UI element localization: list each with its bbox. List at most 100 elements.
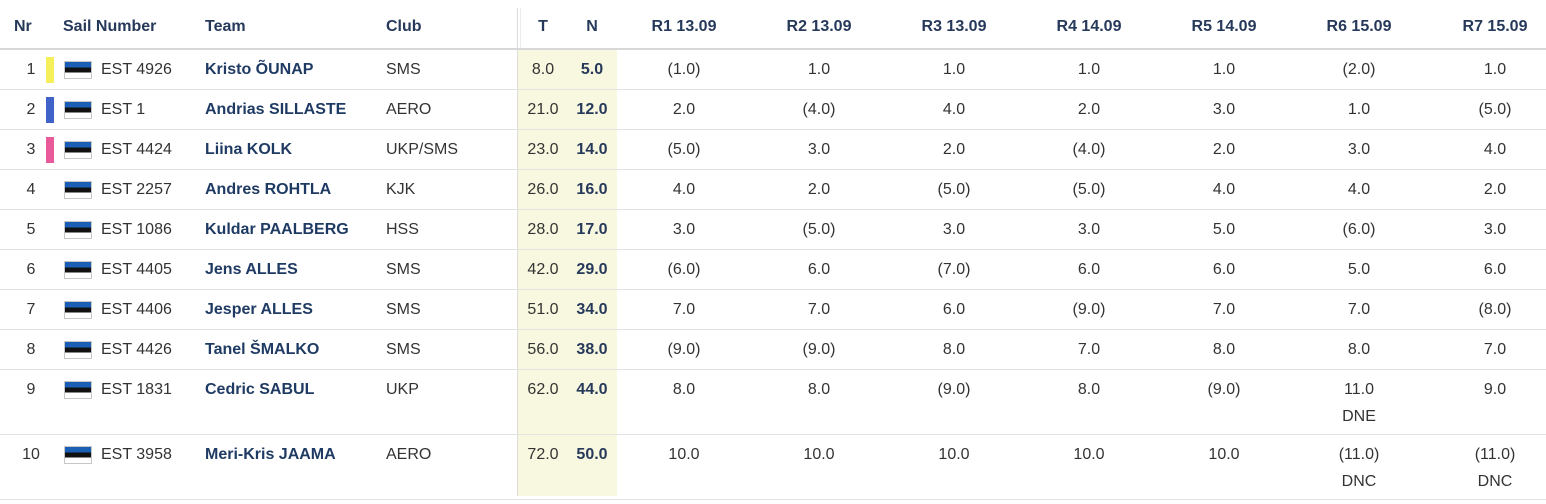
estonia-flag-icon [64,446,92,464]
race-score-cell: (5.0) [899,181,1009,199]
race-score: 4.0 [1348,181,1370,198]
team-link[interactable]: Andres ROHTLA [205,181,331,199]
header-race-3[interactable]: R3 13.09 [899,18,1009,36]
race-score-cell: 7.0 [1304,301,1414,319]
race-score: 8.0 [1213,341,1235,358]
sail-number-cell: EST 4424 [101,141,172,159]
race-score-cell: 8.0 [629,381,739,399]
header-race-4[interactable]: R4 14.09 [1034,18,1144,36]
race-score-cell: 10.0 [1034,446,1144,464]
table-row[interactable]: 5 EST 1086 Kuldar PAALBERG HSS 28.0 17.0 3.0 (5… [0,210,1546,250]
race-score: 4.0 [1213,181,1235,198]
header-sail-number[interactable]: Sail Number [63,18,156,36]
race-score-cell: (5.0) [764,221,874,239]
race-score: 8.0 [808,381,830,398]
race-score-cell: (4.0) [764,101,874,119]
header-club[interactable]: Club [386,18,422,36]
race-score: 2.0 [1213,141,1235,158]
race-score: (9.0) [668,341,701,358]
race-score-cell: 1.0 [899,61,1009,79]
net-points-cell: 38.0 [568,341,616,359]
header-net[interactable]: N [568,18,616,36]
race-score: 1.0 [1078,61,1100,78]
penalty-code: DNC [1440,473,1546,491]
race-score-cell: (2.0) [1304,61,1414,79]
header-race-5[interactable]: R5 14.09 [1169,18,1279,36]
table-row[interactable]: 3 EST 4424 Liina KOLK UKP/SMS 23.0 14.0 (5.0) 3… [0,130,1546,170]
race-score: (2.0) [1343,61,1376,78]
table-row[interactable]: 10 EST 3958 Meri-Kris JAAMA AERO 72.0 50.0 10.… [0,435,1546,500]
race-score-cell: (5.0) [1034,181,1144,199]
club-cell: SMS [386,301,421,319]
team-link[interactable]: Andrias SILLASTE [205,101,346,119]
header-nr[interactable]: Nr [14,18,42,36]
race-score: 2.0 [1078,101,1100,118]
header-total[interactable]: T [520,18,566,36]
club-cell: SMS [386,341,421,359]
header-race-7[interactable]: R7 15.09 [1440,18,1546,36]
table-row[interactable]: 7 EST 4406 Jesper ALLES SMS 51.0 34.0 7.0 7.0 6.… [0,290,1546,330]
team-link[interactable]: Meri-Kris JAAMA [205,446,336,464]
team-link[interactable]: Jesper ALLES [205,301,313,319]
race-score: 2.0 [1484,181,1506,198]
header-team[interactable]: Team [205,18,246,36]
race-score: 7.0 [1078,341,1100,358]
race-score: 6.0 [1078,261,1100,278]
estonia-flag-icon [64,341,92,359]
race-score-cell: 6.0 [1169,261,1279,279]
table-row[interactable]: 9 EST 1831 Cedric SABUL UKP 62.0 44.0 8.0 8.0 (9… [0,370,1546,435]
race-score: (5.0) [803,221,836,238]
team-link[interactable]: Tanel ŠMALKO [205,341,319,359]
team-link[interactable]: Liina KOLK [205,141,292,159]
rank-cell: 5 [14,221,48,239]
race-score-cell: 6.0 [1440,261,1546,279]
header-race-1[interactable]: R1 13.09 [629,18,739,36]
race-score: 10.0 [803,446,834,463]
race-score: (4.0) [1073,141,1106,158]
race-score-cell: 4.0 [1304,181,1414,199]
table-row[interactable]: 6 EST 4405 Jens ALLES SMS 42.0 29.0 (6.0) 6.0 (7… [0,250,1546,290]
race-score-cell: (8.0) [1440,301,1546,319]
header-row: Nr Sail Number Team Club T N R1 13.09 R2… [0,0,1546,50]
team-link[interactable]: Kuldar PAALBERG [205,221,349,239]
club-cell: HSS [386,221,419,239]
race-score: 2.0 [673,101,695,118]
race-score: 10.0 [668,446,699,463]
yellow-marker [46,57,54,83]
estonia-flag-icon [64,141,92,159]
race-score: 3.0 [673,221,695,238]
race-score: 3.0 [1348,141,1370,158]
table-row[interactable]: 8 EST 4426 Tanel ŠMALKO SMS 56.0 38.0 (9.0) (9.… [0,330,1546,370]
header-race-2[interactable]: R2 13.09 [764,18,874,36]
table-row[interactable]: 4 EST 2257 Andres ROHTLA KJK 26.0 16.0 4.0 2.0 (… [0,170,1546,210]
total-points-cell: 21.0 [520,101,566,119]
race-score-cell: 4.0 [1169,181,1279,199]
race-score: 10.0 [1073,446,1104,463]
club-cell: UKP/SMS [386,141,458,159]
race-score: 8.0 [943,341,965,358]
race-score: 1.0 [1484,61,1506,78]
team-link[interactable]: Jens ALLES [205,261,298,279]
race-score: 6.0 [943,301,965,318]
table-row[interactable]: 2 EST 1 Andrias SILLASTE AERO 21.0 12.0 2.0 (4.… [0,90,1546,130]
team-link[interactable]: Kristo ÕUNAP [205,61,313,79]
race-score-cell: 6.0 [1034,261,1144,279]
estonia-flag-icon [64,61,92,79]
rank-cell: 3 [14,141,48,159]
sail-number-cell: EST 4926 [101,61,172,79]
race-score-cell: 8.0 [1304,341,1414,359]
race-score-cell: (9.0) [1034,301,1144,319]
race-score-cell: 7.0 [1034,341,1144,359]
race-score: 7.0 [1484,341,1506,358]
race-score: 5.0 [1348,261,1370,278]
team-link[interactable]: Cedric SABUL [205,381,314,399]
race-score-cell: 8.0 [1169,341,1279,359]
table-row[interactable]: 1 EST 4926 Kristo ÕUNAP SMS 8.0 5.0 (1.0) 1.0 1.… [0,50,1546,90]
race-score: (5.0) [1479,101,1512,118]
race-score: (11.0) [1339,446,1380,463]
race-score-cell: 4.0 [1440,141,1546,159]
race-score: 3.0 [1078,221,1100,238]
header-race-6[interactable]: R6 15.09 [1304,18,1414,36]
race-score-cell: 2.0 [764,181,874,199]
